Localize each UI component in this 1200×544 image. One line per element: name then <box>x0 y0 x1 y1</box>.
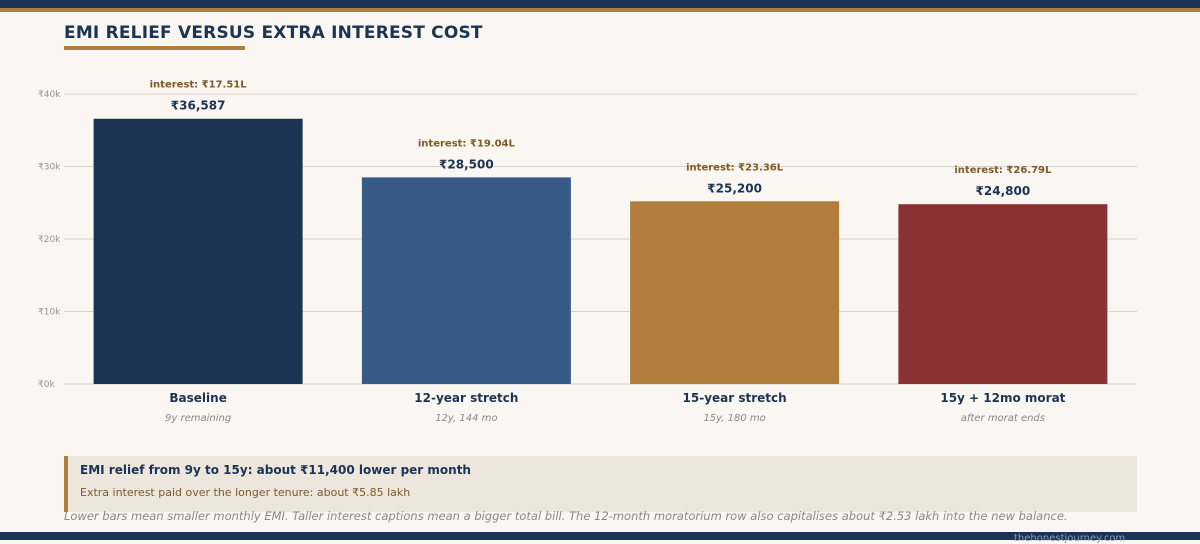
bottom-bar <box>0 532 1200 540</box>
y-tick-label: ₹30k <box>38 163 61 173</box>
value-label: ₹24,800 <box>976 184 1031 198</box>
category-subtitle: 12y, 144 mo <box>435 413 497 424</box>
y-tick-label: ₹40k <box>38 90 61 100</box>
interest-label: interest: ₹19.04L <box>418 138 516 149</box>
top-accent-stripe <box>0 8 1200 12</box>
footnote: Lower bars mean smaller monthly EMI. Tal… <box>64 509 1068 523</box>
callout-detail: Extra interest paid over the longer tenu… <box>80 486 411 499</box>
bar <box>898 204 1108 384</box>
y-tick-label: ₹20k <box>38 235 61 245</box>
callout-headline: EMI relief from 9y to 15y: about ₹11,400… <box>80 463 471 477</box>
value-label: ₹36,587 <box>171 99 226 113</box>
category-subtitle: after morat ends <box>961 413 1045 424</box>
chart-title: EMI RELIEF VERSUS EXTRA INTEREST COST <box>64 23 483 43</box>
y-tick-label: ₹10k <box>38 308 61 318</box>
title-underline <box>64 46 245 50</box>
bar <box>630 201 840 384</box>
category-subtitle: 15y, 180 mo <box>703 413 765 424</box>
value-label: ₹25,200 <box>707 181 762 195</box>
interest-label: interest: ₹23.36L <box>686 162 784 173</box>
top-accent-bar <box>0 0 1200 8</box>
bar-chart: ₹0k ₹10k ₹20k ₹30k ₹40k ₹36,587 interest: ₹17.… <box>38 80 1137 424</box>
category-label: 15y + 12mo morat <box>940 391 1065 405</box>
category-label: 12-year stretch <box>414 391 518 405</box>
category-label: Baseline <box>169 391 226 405</box>
interest-label: interest: ₹17.51L <box>150 80 248 91</box>
interest-label: interest: ₹26.79L <box>954 165 1052 176</box>
category-subtitle: 9y remaining <box>165 413 231 424</box>
category-label: 15-year stretch <box>683 391 787 405</box>
summary-callout: EMI relief from 9y to 15y: about ₹11,400… <box>64 456 1137 512</box>
site-credit: thehonestjourney.com <box>1014 533 1126 544</box>
y-tick-label: ₹0k <box>38 380 55 390</box>
bar <box>361 177 571 384</box>
value-label: ₹28,500 <box>439 157 494 171</box>
bar <box>93 118 303 384</box>
